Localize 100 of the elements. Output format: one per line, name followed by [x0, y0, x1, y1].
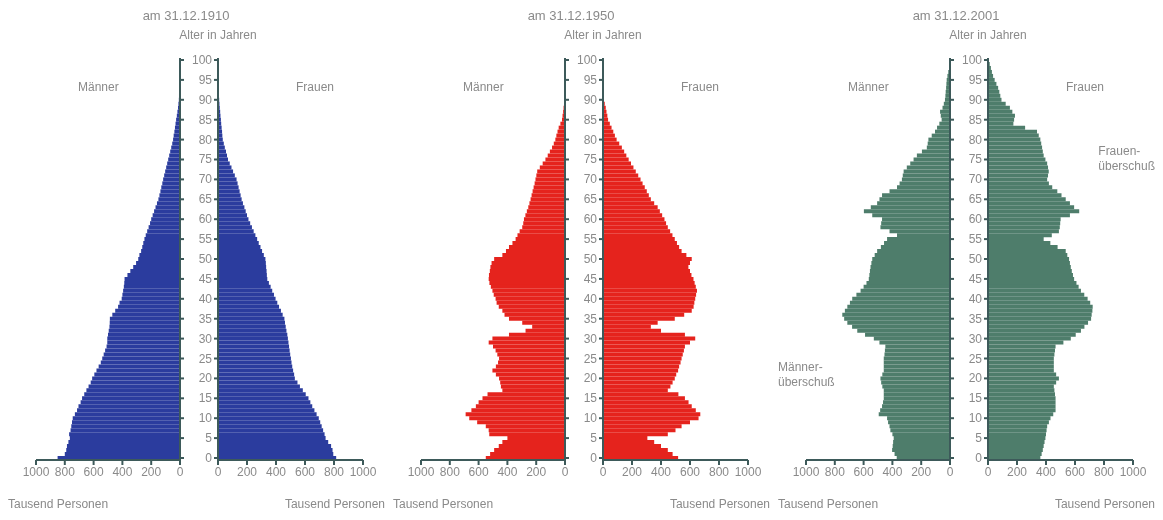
y-tick-label: 60 — [198, 212, 213, 227]
y-tick-label: 70 — [198, 172, 213, 187]
y-tick-label: 0 — [590, 451, 598, 466]
chart-title: am 31.12.1910 — [141, 8, 231, 23]
y-tick-label: 20 — [198, 371, 213, 386]
y-tick-label: 80 — [968, 132, 983, 147]
x-tick-label: 800 — [439, 464, 461, 479]
y-tick-label: 55 — [198, 232, 213, 247]
text: Männer — [848, 80, 889, 95]
x-tick-label: 400 — [112, 464, 133, 479]
x-tick-label: 200 — [236, 464, 258, 479]
y-tick-label: 50 — [198, 252, 213, 266]
x-tick-label: 800 — [1093, 464, 1115, 479]
y-tick-label: 15 — [968, 391, 983, 406]
x-axis-title: Tausend Personen — [1054, 497, 1155, 512]
y-tick-label: 25 — [583, 351, 598, 366]
x-tick-label: 1000 — [349, 464, 377, 479]
text: Frauen — [681, 80, 720, 95]
y-tick-label: 65 — [198, 192, 213, 207]
text: Männer — [78, 80, 119, 95]
y-tick-label: 5 — [205, 431, 213, 446]
x-tick-label: 0 — [561, 464, 569, 479]
y-tick-label: 95 — [968, 72, 983, 87]
x-tick-label: 600 — [853, 464, 874, 479]
y-tick-label: 35 — [968, 311, 983, 326]
y-tick-label: 75 — [583, 152, 598, 167]
x-tick-label: 400 — [265, 464, 287, 479]
y-tick-label: 45 — [198, 271, 213, 286]
x-tick-label: 200 — [911, 464, 932, 479]
x-tick-label: 200 — [621, 464, 643, 479]
y-tick-label: 80 — [583, 132, 598, 147]
x-tick-label: 0 — [176, 464, 184, 479]
y-tick-label: 50 — [583, 252, 598, 266]
x-tick-label: 1000 — [407, 464, 435, 479]
y-tick-label: 35 — [583, 311, 598, 326]
y-tick-label: 30 — [198, 331, 213, 346]
x-axis-title: Tausend Personen — [284, 497, 385, 512]
y-tick-label: 95 — [583, 72, 598, 87]
text: Frauen — [1066, 80, 1105, 95]
y-tick-label: 70 — [968, 172, 983, 187]
x-tick-label: 1000 — [1119, 464, 1147, 479]
x-tick-label: 200 — [141, 464, 162, 479]
y-axis-title: Alter in Jahren — [178, 28, 258, 43]
text: Männer — [463, 80, 504, 95]
x-tick-label: 1000 — [792, 464, 820, 479]
y-tick-label: 0 — [975, 451, 983, 466]
x-tick-label: 400 — [882, 464, 903, 479]
annotation: Männer- überschuß — [778, 360, 835, 390]
x-tick-label: 600 — [1064, 464, 1086, 479]
y-tick-label: 90 — [583, 92, 598, 107]
y-axis-title: Alter in Jahren — [948, 28, 1028, 43]
y-tick-label: 25 — [968, 351, 983, 366]
x-tick-label: 800 — [323, 464, 345, 479]
y-axis-title: Alter in Jahren — [563, 28, 643, 43]
x-tick-label: 600 — [679, 464, 701, 479]
y-tick-label: 15 — [583, 391, 598, 406]
y-tick-label: 90 — [968, 92, 983, 107]
y-tick-label: 65 — [968, 192, 983, 207]
y-tick-label: 100 — [961, 52, 983, 67]
chart-title: am 31.12.1950 — [526, 8, 616, 23]
y-tick-label: 85 — [198, 112, 213, 127]
y-tick-label: 10 — [198, 411, 213, 426]
y-tick-label: 60 — [583, 212, 598, 227]
y-tick-label: 40 — [198, 291, 213, 306]
y-tick-label: 40 — [583, 291, 598, 306]
y-tick-label: 60 — [968, 212, 983, 227]
annotation: Frauen- überschuß — [1098, 144, 1155, 174]
x-tick-label: 400 — [650, 464, 672, 479]
y-tick-label: 50 — [968, 252, 983, 266]
y-tick-label: 10 — [583, 411, 598, 426]
y-tick-label: 0 — [205, 451, 213, 466]
y-tick-label: 85 — [968, 112, 983, 127]
y-tick-label: 35 — [198, 311, 213, 326]
chart-title: am 31.12.2001 — [911, 8, 1001, 23]
x-tick-label: 600 — [468, 464, 489, 479]
x-tick-label: 800 — [54, 464, 76, 479]
y-tick-label: 90 — [198, 92, 213, 107]
x-tick-label: 800 — [824, 464, 846, 479]
x-tick-label: 1000 — [734, 464, 762, 479]
y-tick-label: 80 — [198, 132, 213, 147]
y-tick-label: 45 — [968, 271, 983, 286]
x-axis-title: Tausend Personen — [393, 497, 494, 512]
y-tick-label: 5 — [975, 431, 983, 446]
y-tick-label: 55 — [968, 232, 983, 247]
y-tick-label: 45 — [583, 271, 598, 286]
x-tick-label: 600 — [83, 464, 104, 479]
y-tick-label: 85 — [583, 112, 598, 127]
y-tick-label: 25 — [198, 351, 213, 366]
x-axis-title: Tausend Personen — [778, 497, 879, 512]
x-tick-label: 200 — [1006, 464, 1028, 479]
x-tick-label: 200 — [526, 464, 547, 479]
y-tick-label: 20 — [968, 371, 983, 386]
y-tick-label: 70 — [583, 172, 598, 187]
y-tick-label: 75 — [968, 152, 983, 167]
y-tick-label: 100 — [191, 52, 213, 67]
y-tick-label: 75 — [198, 152, 213, 167]
y-tick-label: 100 — [576, 52, 598, 67]
y-tick-label: 40 — [968, 291, 983, 306]
y-tick-label: 10 — [968, 411, 983, 426]
x-tick-label: 600 — [294, 464, 316, 479]
